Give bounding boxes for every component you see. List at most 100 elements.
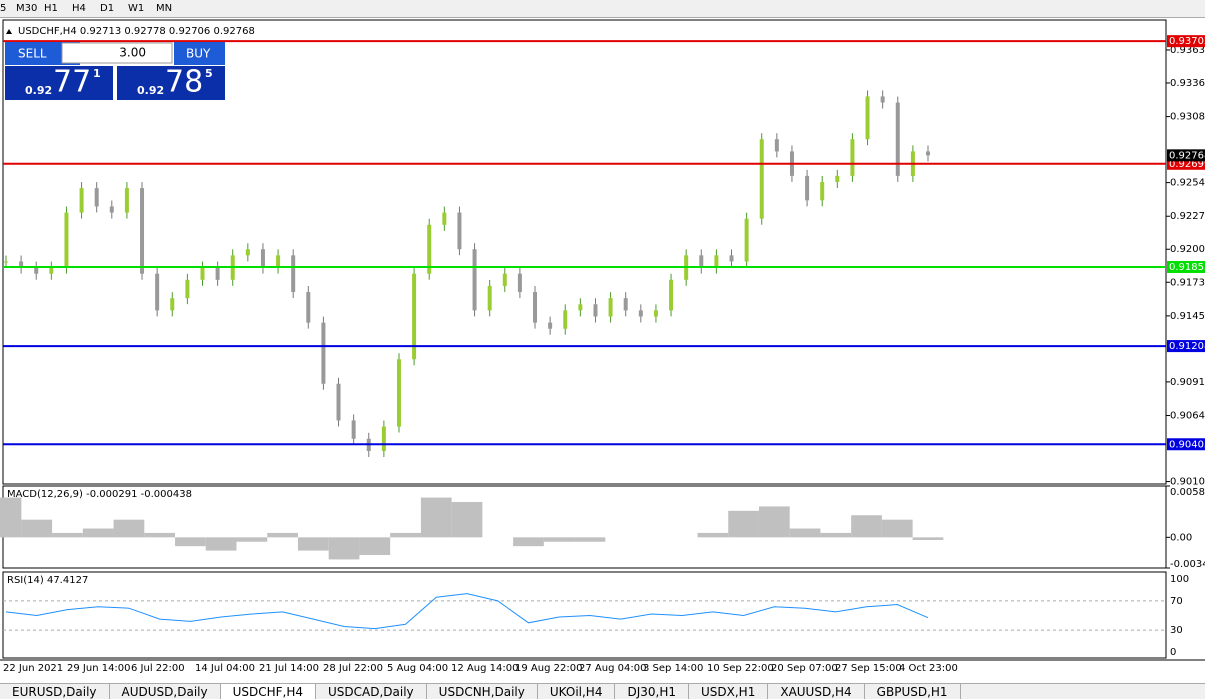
macd-bar [912, 537, 944, 540]
chart-tab[interactable]: USDCAD,Daily [316, 684, 427, 699]
candle-body [865, 96, 870, 140]
macd-scale-label: 0.005809 [1170, 487, 1205, 498]
candle-body [744, 218, 749, 262]
date-label: 21 Jul 14:00 [259, 663, 319, 674]
date-label: 4 Oct 23:00 [899, 663, 958, 674]
level-price-label: 0.91855 [1169, 262, 1205, 273]
candle-body [321, 322, 326, 384]
date-label: 6 Jul 22:00 [131, 663, 185, 674]
candle-body [245, 249, 250, 256]
candle-body [926, 151, 930, 156]
macd-bar [881, 519, 913, 538]
candle-body [170, 298, 175, 311]
chart-tab[interactable]: USDX,H1 [689, 684, 769, 699]
candle-body [79, 188, 84, 213]
chart-tab[interactable]: USDCNH,Daily [427, 684, 538, 699]
candle-body [306, 292, 311, 323]
candle-body [109, 206, 114, 213]
level-price-box [1167, 35, 1205, 48]
level-price-label: 0.93702 [1169, 36, 1205, 47]
macd-bar [205, 537, 237, 551]
candle-body [291, 255, 296, 293]
lots-input[interactable] [61, 42, 173, 64]
sell-button[interactable] [5, 42, 80, 65]
current-price-box [1167, 149, 1205, 162]
level-price-box [1167, 340, 1205, 353]
chart-tab[interactable]: AUDUSD,Daily [110, 684, 221, 699]
timeframe-button[interactable]: H4 [72, 3, 86, 14]
price-prefix: 0.92 [137, 84, 164, 97]
chart-tab[interactable]: GBPUSD,H1 [865, 684, 961, 699]
timeframe-button[interactable]: W1 [128, 3, 144, 14]
candle-body [820, 182, 825, 201]
macd-bar [113, 519, 145, 538]
date-label: 27 Aug 04:00 [579, 663, 646, 674]
candle-body [260, 249, 265, 268]
level-price-box [1167, 438, 1205, 451]
timeframe-button[interactable]: M30 [16, 3, 37, 14]
chart-tabs: EURUSD,Daily AUDUSD,Daily USDCHF,H4 USDCAD,… [0, 683, 1205, 699]
buy-button[interactable] [174, 42, 225, 65]
rsi-scale-label: 100 [1170, 574, 1189, 585]
macd-bar [390, 532, 421, 538]
chart-tab[interactable]: UKOil,H4 [538, 684, 616, 699]
timeframe-button[interactable]: D1 [100, 3, 114, 14]
macd-bar [52, 532, 83, 538]
current-price-label: 0.92768 [1169, 150, 1205, 161]
date-label: 12 Aug 14:00 [451, 663, 518, 674]
level-price-label: 0.90405 [1169, 439, 1205, 450]
candle-body [49, 267, 54, 274]
candle-body [396, 359, 401, 427]
macd-bar [420, 497, 452, 538]
candle-body [850, 139, 855, 176]
chart-tab[interactable]: EURUSD,Daily [0, 684, 110, 699]
candle-body [412, 273, 417, 360]
price-point: 1 [93, 67, 101, 80]
price-pips: 78 [165, 65, 203, 100]
candle-body [200, 267, 205, 280]
rsi-scale-label: 0 [1170, 647, 1176, 658]
candle-body [4, 261, 8, 263]
candle-body [94, 188, 99, 207]
price-box[interactable] [117, 66, 225, 100]
candle-body [623, 298, 628, 311]
price-box[interactable] [5, 66, 113, 100]
macd-bar [697, 532, 729, 538]
price-label: 0.92545 [1170, 178, 1205, 189]
timeframe-button[interactable]: 5 [0, 3, 6, 14]
pane [2, 485, 1167, 569]
candle-body [64, 212, 69, 268]
timeframe-button[interactable]: H1 [44, 3, 58, 14]
level-price-label: 0.91208 [1169, 341, 1205, 352]
chart-tab[interactable]: DJ30,H1 [615, 684, 689, 699]
candle-body [563, 310, 568, 329]
macd-bar [359, 537, 391, 556]
macd-bar [297, 537, 329, 551]
timeframe-button[interactable]: MN [156, 3, 172, 14]
macd-bar [574, 537, 606, 542]
toolbar [0, 0, 1205, 17]
candle-body [608, 298, 613, 317]
candle-body [880, 96, 885, 103]
candle-body [487, 285, 492, 311]
chart-tab[interactable]: XAUUSD,H4 [768, 684, 865, 699]
pane [2, 571, 1167, 659]
macd-bar [728, 510, 759, 538]
candle-body [729, 255, 734, 262]
candle-body [381, 426, 386, 451]
rsi-label: RSI(14) 47.4127 [7, 575, 88, 586]
candle-body [34, 267, 39, 274]
price-point: 5 [205, 67, 213, 80]
buy-label: BUY [186, 47, 211, 61]
macd-bar [236, 537, 268, 542]
candle-body [548, 322, 553, 329]
chart-tab[interactable]: USDCHF,H4 [220, 684, 317, 699]
macd-bar [0, 497, 22, 538]
candle-body [442, 212, 447, 225]
macd-bar [789, 528, 821, 538]
